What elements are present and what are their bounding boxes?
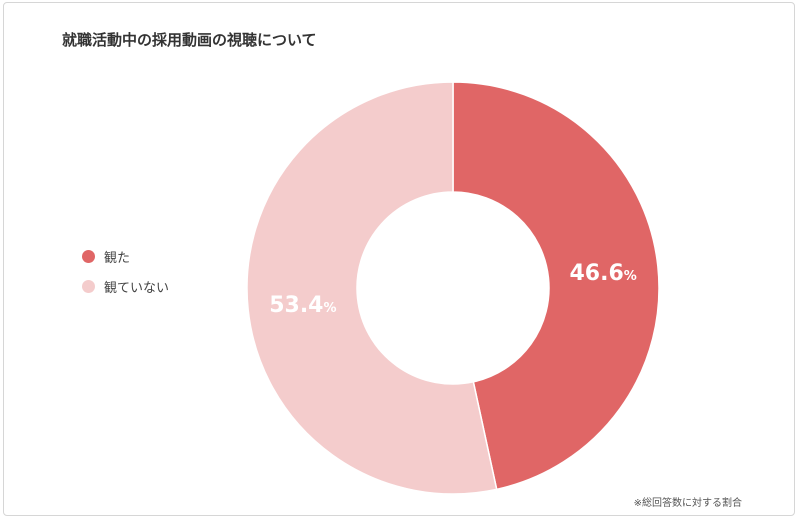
chart-title: 就職活動中の採用動画の視聴について <box>62 31 317 49</box>
legend-swatch-not-watched <box>82 279 95 293</box>
footnote: ※総回答数に対する割合 <box>633 498 742 509</box>
legend: 観た 観ていない <box>82 246 169 306</box>
donut-chart: 46.6% 53.4% <box>246 81 660 495</box>
chart-card: 就職活動中の採用動画の視聴について 観た 観ていない 46.6% 53.4% ※総… <box>3 2 795 516</box>
slice-not-watched <box>246 81 498 495</box>
legend-item-watched: 観た <box>82 246 169 266</box>
slice-label-not-watched: 53.4% <box>269 293 336 318</box>
slice-watched <box>452 81 660 491</box>
legend-swatch-watched <box>82 249 95 263</box>
legend-item-not-watched: 観ていない <box>82 276 169 296</box>
slice-label-watched: 46.6% <box>569 261 636 286</box>
legend-label-watched: 観た <box>104 250 131 266</box>
legend-label-not-watched: 観ていない <box>104 280 170 296</box>
